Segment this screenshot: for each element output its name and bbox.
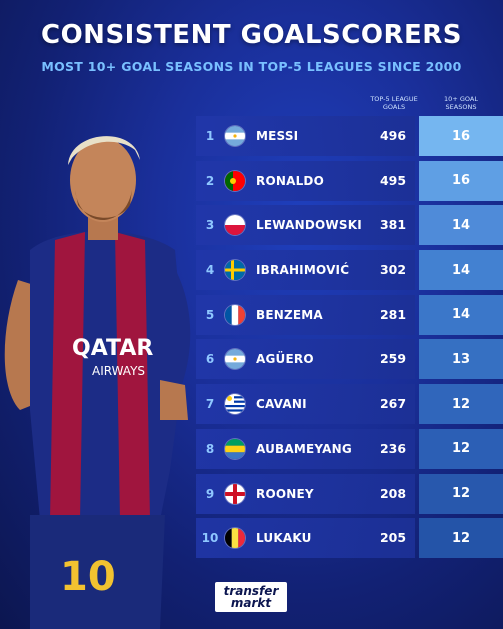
goals-value: 259 <box>379 351 407 367</box>
england-flag-icon <box>225 483 245 504</box>
seasons-value: 12 <box>419 384 503 425</box>
player-name: CAVANI <box>256 397 307 412</box>
table-row: 8 AUBAMEYANG 236 12 <box>196 428 503 469</box>
rank-label: 1 <box>205 129 215 143</box>
row-main-cell: 6 AGÜERO 259 <box>196 339 415 380</box>
seasons-value: 12 <box>419 473 503 514</box>
logo-line-1: transfer <box>223 584 279 598</box>
player-name: AUBAMEYANG <box>256 441 352 456</box>
argentina-flag-icon <box>225 126 245 146</box>
seasons-value: 12 <box>419 518 503 559</box>
table-row: 1 MESSI 496 16 <box>196 116 503 156</box>
svg-text:QATAR: QATAR <box>72 336 153 361</box>
svg-text:10: 10 <box>60 554 116 600</box>
seasons-value: 14 <box>419 250 503 291</box>
seasons-value: 16 <box>419 160 503 201</box>
goals-value: 496 <box>379 128 407 143</box>
belgium-flag-icon <box>225 528 245 549</box>
goals-value: 267 <box>379 396 407 412</box>
page-title: CONSISTENT GOALSCORERS <box>41 20 462 50</box>
player-name: RONALDO <box>256 173 324 188</box>
portugal-flag-icon <box>225 170 245 191</box>
seasons-value: 14 <box>419 205 503 246</box>
argentina-flag-icon <box>225 349 245 370</box>
logo-line-2: markt <box>230 596 272 610</box>
seasons-header-line-2: SEASONS <box>445 103 477 111</box>
row-main-cell: 7 CAVANI 267 <box>196 384 415 425</box>
goals-value: 236 <box>379 440 407 456</box>
goals-column-header: TOP-5 LEAGUE GOALS <box>364 95 424 111</box>
rank-label: 9 <box>205 486 215 501</box>
rank-label: 5 <box>205 307 215 322</box>
row-main-cell: 5 BENZEMA 281 <box>196 294 415 335</box>
row-main-cell: 9 ROONEY 208 <box>196 473 415 514</box>
goals-value: 495 <box>379 172 407 188</box>
player-photo: QATAR AIRWAYS 10 <box>4 136 191 629</box>
svg-text:AIRWAYS: AIRWAYS <box>92 364 145 378</box>
player-name: ROONEY <box>256 486 314 501</box>
table-row: 9 ROONEY 208 12 <box>196 473 503 514</box>
rank-label: 7 <box>205 397 215 412</box>
table-row: 5 BENZEMA 281 14 <box>196 294 503 335</box>
goals-value: 205 <box>379 530 407 546</box>
row-main-cell: 10 LUKAKU 205 <box>196 518 415 559</box>
rank-label: 4 <box>205 263 215 278</box>
goals-header-line-2: GOALS <box>382 103 406 111</box>
goals-value: 381 <box>379 217 407 233</box>
table-row: 2 RONALDO 495 16 <box>196 160 503 201</box>
seasons-header-line-1: 10+ GOAL <box>444 95 478 103</box>
seasons-value: 12 <box>419 428 503 469</box>
row-main-cell: 3 LEWANDOWSKI 381 <box>196 205 415 246</box>
goals-value: 281 <box>379 306 407 322</box>
row-main-cell: 8 AUBAMEYANG 236 <box>196 428 415 469</box>
row-main-cell: 1 MESSI 496 <box>196 116 415 156</box>
row-main-cell: 2 RONALDO 495 <box>196 160 415 201</box>
player-name: LEWANDOWSKI <box>256 218 362 233</box>
seasons-value: 14 <box>419 294 503 335</box>
rank-label: 2 <box>205 173 215 188</box>
goals-header-line-1: TOP-5 LEAGUE <box>370 95 418 103</box>
poland-flag-icon <box>225 215 245 236</box>
gabon-flag-icon <box>225 438 245 459</box>
transfermarkt-logo: transfer markt <box>215 582 287 612</box>
goals-value: 302 <box>379 262 407 278</box>
page-subtitle: MOST 10+ GOAL SEASONS IN TOP-5 LEAGUES S… <box>41 59 462 74</box>
seasons-value: 13 <box>419 339 503 380</box>
rank-label: 10 <box>201 531 219 546</box>
table-row: 3 LEWANDOWSKI 381 14 <box>196 205 503 246</box>
seasons-value: 16 <box>419 116 503 156</box>
rank-label: 3 <box>205 218 215 233</box>
table-row: 10 LUKAKU 205 12 <box>196 518 503 559</box>
table-row: 4 IBRAHIMOVIĆ 302 14 <box>196 250 503 291</box>
goals-value: 208 <box>379 485 407 501</box>
player-name: AGÜERO <box>256 352 314 367</box>
scorers-table: 1 MESSI 496 16 2 RONALDO 495 16 3 LEWANDOWSKI 381 1… <box>196 116 503 563</box>
sweden-flag-icon <box>225 260 245 281</box>
player-name: LUKAKU <box>256 531 312 546</box>
player-name: BENZEMA <box>256 307 323 322</box>
rank-label: 8 <box>205 441 215 456</box>
row-main-cell: 4 IBRAHIMOVIĆ 302 <box>196 250 415 291</box>
table-row: 7 CAVANI 267 12 <box>196 384 503 425</box>
uruguay-flag-icon <box>225 394 245 415</box>
table-row: 6 AGÜERO 259 13 <box>196 339 503 380</box>
player-name: IBRAHIMOVIĆ <box>256 263 350 278</box>
france-flag-icon <box>225 304 245 325</box>
seasons-column-header: 10+ GOAL SEASONS <box>432 95 490 111</box>
player-name: MESSI <box>256 129 299 143</box>
rank-label: 6 <box>205 352 215 367</box>
